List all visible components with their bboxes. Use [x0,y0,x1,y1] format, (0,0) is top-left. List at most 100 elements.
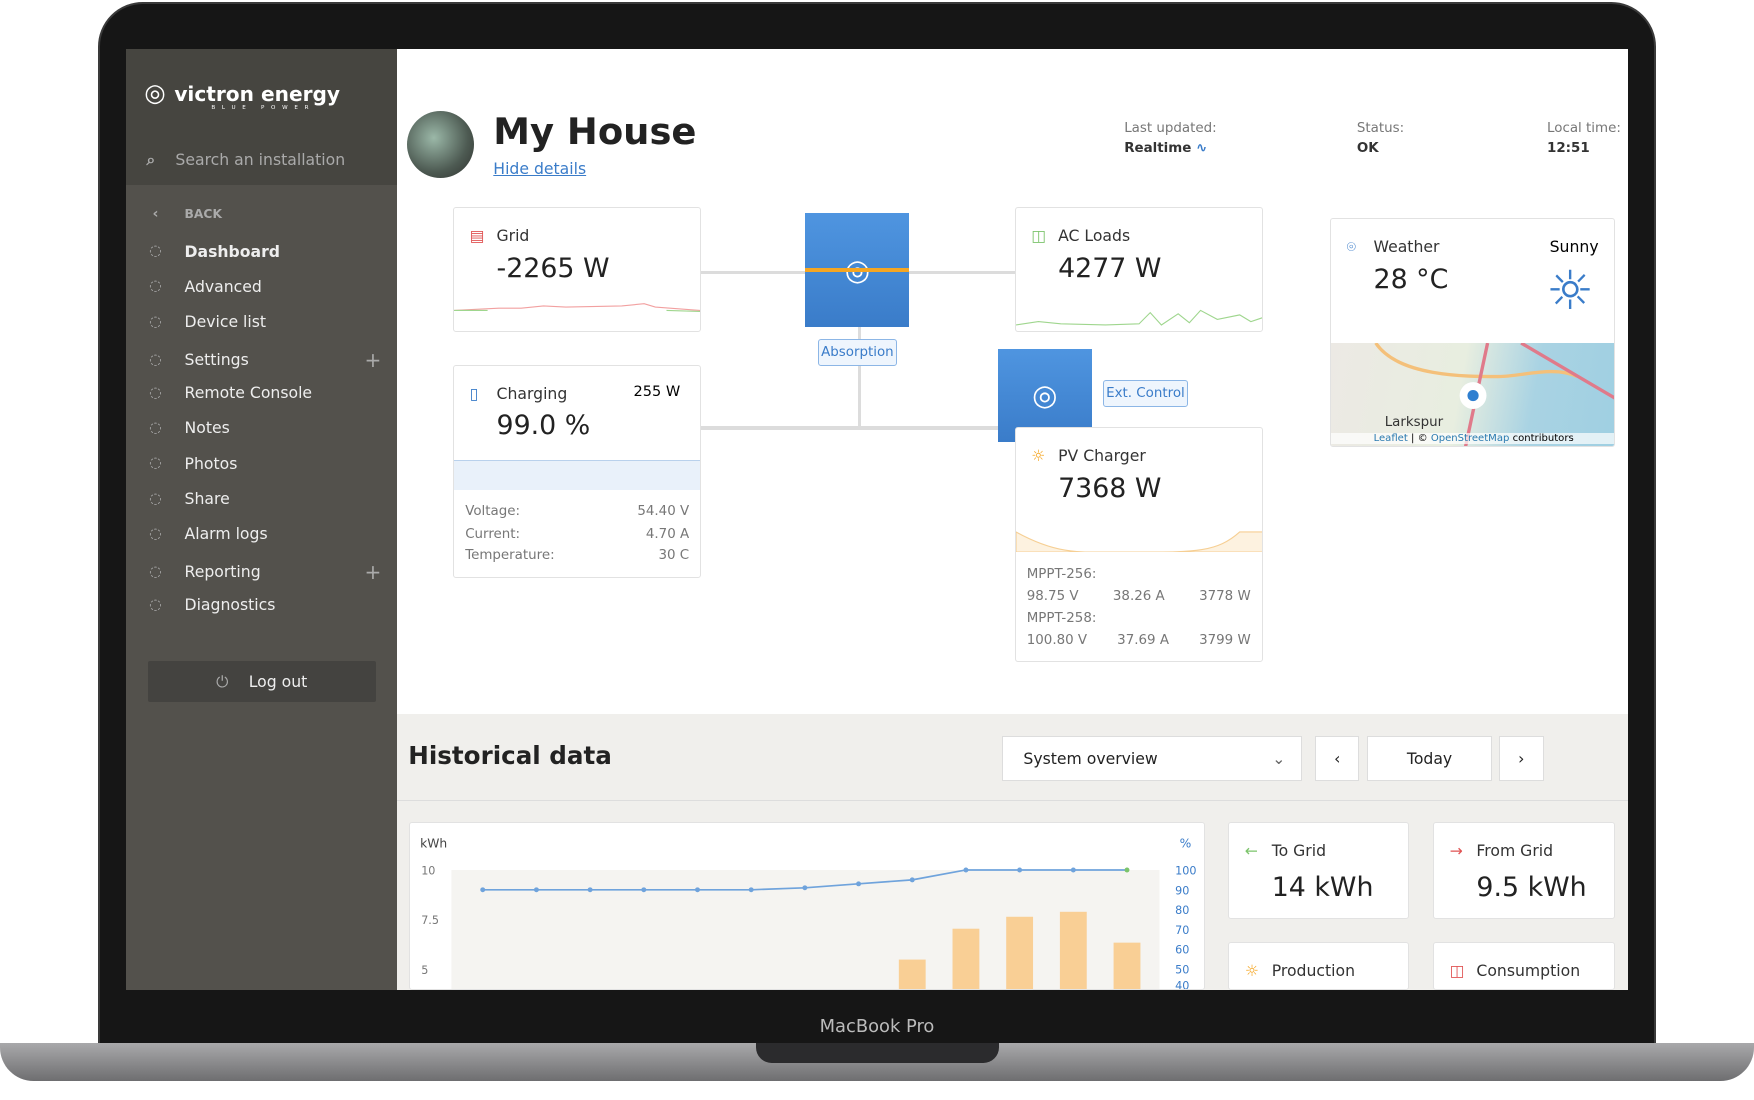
map[interactable]: Larkspur Leaflet | © OpenStreetMap contr… [1331,343,1615,447]
laptop-notch [756,1042,999,1063]
y2-tick-label: 80 [1175,904,1189,917]
divider [397,799,1628,801]
battery-sparkline [454,459,701,490]
weather-card: ⌾ Weather Sunny 28 °C ☼ Larkspur Leaflet … [1330,218,1616,448]
bar [1060,911,1088,989]
inverter-block[interactable]: ◎ [805,212,910,327]
consumption-card[interactable]: ◫ Consumption [1432,941,1616,990]
bar [1006,916,1034,989]
sidebar-item-diagnostics[interactable]: ◌ Diagnostics [147,595,382,614]
mppt-state-badge: Ext. Control [1102,380,1188,408]
bar [899,959,927,989]
victron-logo[interactable]: ◎ victron energy BLUE POWER [144,78,341,112]
prev-button[interactable]: ‹ [1315,736,1360,781]
y2-tick-label: 100 [1175,865,1196,878]
soc-point [749,887,755,893]
y2-tick-label: 90 [1175,884,1189,897]
grid-icon: ▤ [469,225,485,245]
screen: ◎ victron energy BLUE POWER ⌕ Search an in… [126,49,1628,990]
soc-point [1071,867,1077,873]
soc-point [588,887,593,893]
grid-card[interactable]: ▤ Grid -2265 W [453,206,702,333]
sidebar-item-share[interactable]: ◌ Share [147,489,382,508]
sun-icon: ☼ [1244,960,1259,980]
chevron-left-icon: ‹ [152,205,159,222]
grid-sparkline [454,303,701,313]
photo-icon: ◌ [149,455,162,472]
hide-details-link[interactable]: Hide details [493,158,587,178]
console-icon: ◌ [149,384,162,401]
osm-link[interactable]: OpenStreetMap [1430,432,1510,444]
connector-line [909,270,1015,275]
chevron-left-icon: ‹ [1334,748,1341,768]
search-icon: ⌕ [146,149,156,169]
logout-button[interactable]: ⏻ Log out [147,661,376,703]
edit-icon: ◌ [149,419,162,436]
device-label: MacBook Pro [819,1015,935,1037]
expand-plus-icon[interactable]: + [364,347,382,372]
from-grid-card[interactable]: → From Grid 9.5 kWh [1432,822,1616,920]
y-tick-label: 5 [422,964,429,977]
map-attribution: Leaflet | © OpenStreetMap contributors [1331,432,1615,444]
sun-icon: ☼ [1031,446,1046,466]
sidebar-item-alarm-logs[interactable]: ◌ Alarm logs [147,524,382,543]
soc-point [963,867,969,873]
pv-charger-card[interactable]: ☼ PV Charger 7368 W MPPT-256: 98.75 V 38.26… [1014,427,1263,663]
bar [1113,942,1141,989]
soc-point [480,887,486,893]
sidebar-item-dashboard[interactable]: ◌ Dashboard [147,242,382,261]
chevron-down-icon: ⌄ [1272,748,1286,768]
soc-point [1124,867,1130,873]
history-chart: kWh % 10 7.5 5 100 90 80 70 60 50 40 [420,837,1197,990]
sidebar-item-advanced[interactable]: ◌ Advanced [147,277,382,296]
arrow-left-icon: ← [1244,841,1258,861]
sidebar-item-settings[interactable]: ◌ Settings + [147,347,382,372]
status-value: OK [1356,141,1379,157]
avatar [407,110,475,178]
soc-point [802,885,808,891]
section-title: Historical data [408,740,612,770]
sidebar-item-photos[interactable]: ◌ Photos [147,454,382,473]
report-icon: ◌ [149,563,162,580]
y2-tick-label: 40 [1175,980,1189,990]
today-button[interactable]: Today [1366,736,1493,781]
realtime-wave-icon: ∿ [1195,141,1208,157]
victron-logo-icon: ◎ [144,78,175,108]
outlet-icon: ◫ [1449,960,1465,980]
sidebar-item-reporting[interactable]: ◌ Reporting + [147,559,382,584]
back-link[interactable]: ‹ BACK [147,206,382,222]
gauge-icon: ◌ [149,243,162,260]
battery-icon: ▯ [469,383,479,403]
sidebar-item-notes[interactable]: ◌ Notes [147,418,382,437]
info-icon: ◌ [149,596,162,613]
local-time: 12:51 [1547,141,1590,157]
alarm-log-icon: ◌ [149,525,162,542]
to-grid-card[interactable]: ← To Grid 14 kWh [1228,822,1410,920]
connector-line [701,270,806,275]
status: Status: OK [1356,120,1405,157]
y2-axis-label: % [1180,837,1192,851]
sidebar-item-remote-console[interactable]: ◌ Remote Console [147,383,382,402]
sidebar-item-device-list[interactable]: ◌ Device list [147,312,382,331]
mppt-block[interactable]: ◎ [997,349,1092,442]
production-card[interactable]: ☼ Production [1228,941,1410,990]
battery-card[interactable]: ▯ Charging 255 W 99.0 % Voltage: 54.40 V C… [453,364,702,579]
soc-point [1017,867,1023,873]
y-tick-label: 7.5 [422,914,440,927]
search-input[interactable]: ⌕ Search an installation [146,149,346,169]
soc-point [695,887,701,893]
power-icon: ⏻ [216,671,229,691]
expand-plus-icon[interactable]: + [364,559,382,584]
inverter-state-badge: Absorption [817,338,898,366]
ac-loads-card[interactable]: ◫ AC Loads 4277 W [1014,206,1263,333]
next-button[interactable]: › [1498,736,1544,781]
map-place-label: Larkspur [1384,414,1444,430]
local-time-block: Local time: 12:51 [1547,120,1621,157]
outlet-icon: ◫ [1031,225,1047,245]
pin-icon: ◌ [149,313,162,330]
chart-type-select[interactable]: System overview ⌄ [1002,736,1303,781]
y2-tick-label: 60 [1175,944,1189,957]
y2-tick-label: 50 [1175,964,1189,977]
y-tick-label: 10 [422,865,436,878]
leaflet-link[interactable]: Leaflet [1373,432,1408,444]
